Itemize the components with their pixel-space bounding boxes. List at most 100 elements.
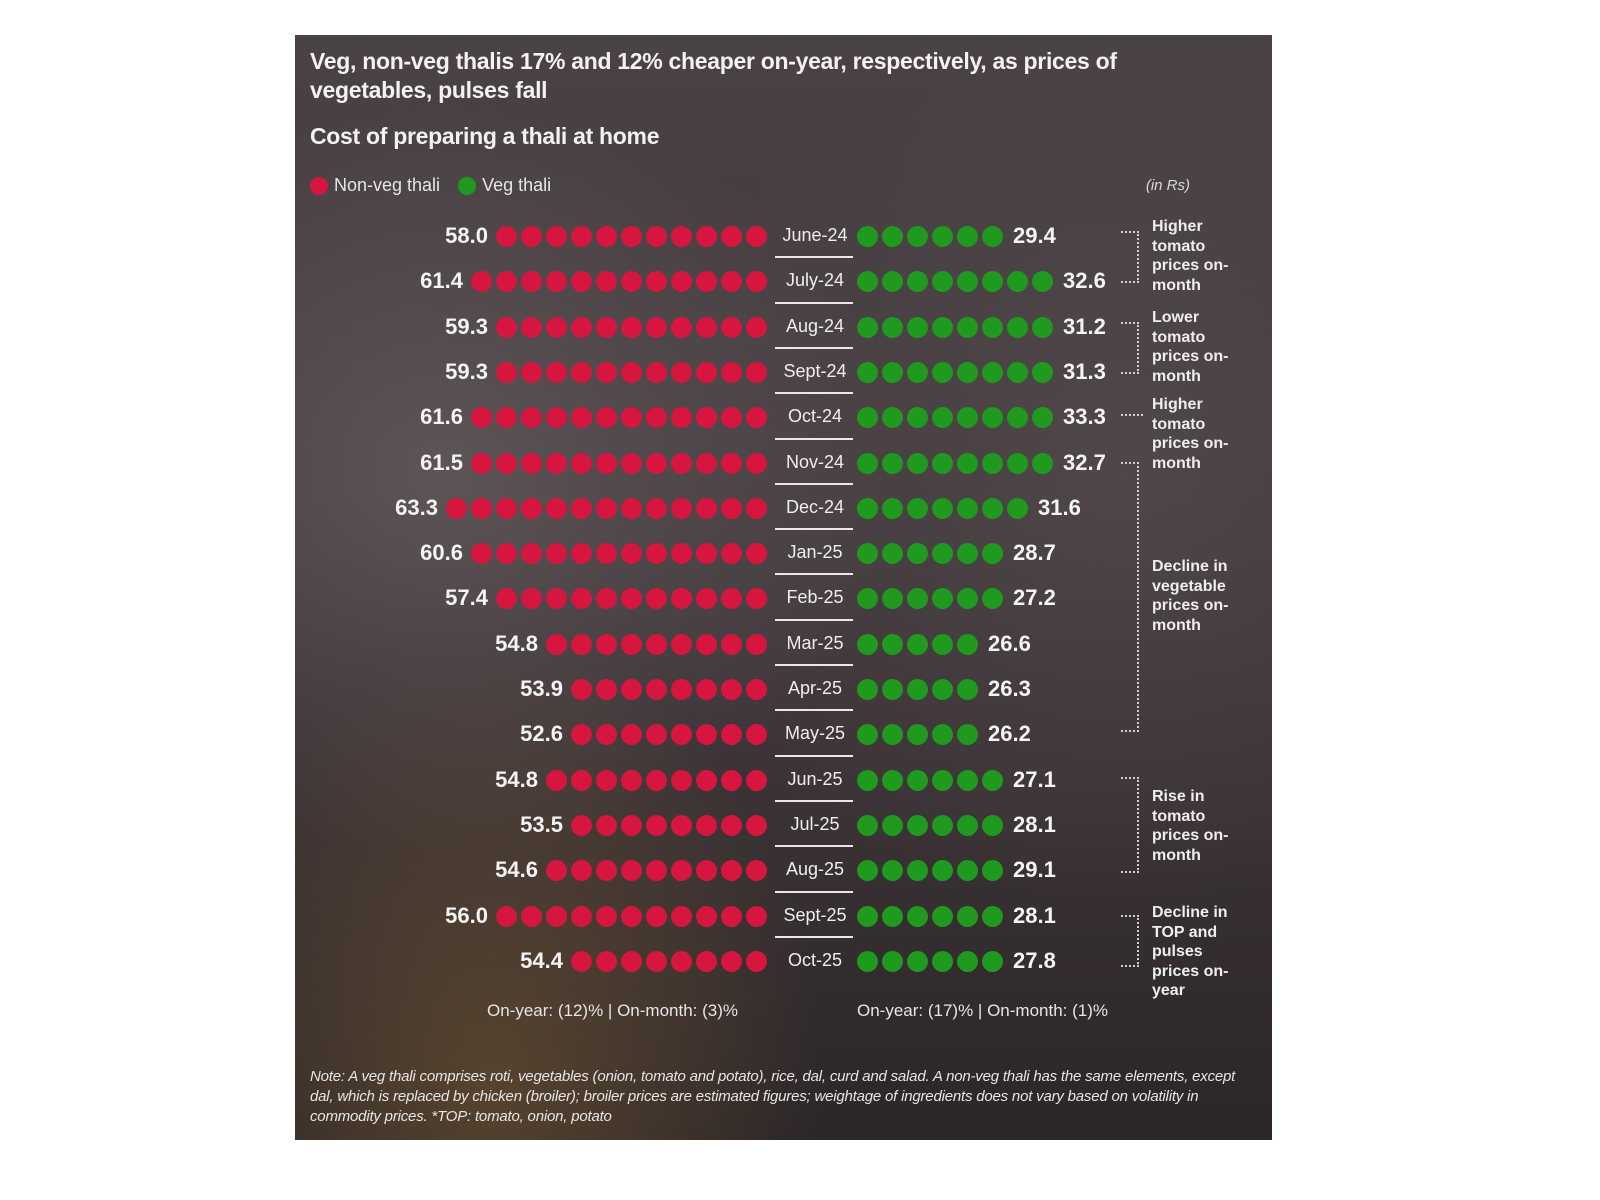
green-dot-icon [907,407,928,429]
red-dot-icon [671,860,692,882]
chart-panel: Veg, non-veg thalis 17% and 12% cheaper … [295,35,1272,1140]
month-label: July-24 [785,270,845,291]
red-dot-icon [671,724,692,746]
red-dot-icon [596,543,617,565]
nonveg-value: 59.3 [445,313,488,339]
red-dot-icon [571,633,592,655]
red-dot-icon [521,407,542,429]
veg-value: 28.1 [1013,902,1056,928]
red-dot-icon [646,316,667,338]
legend-label: Non-veg thali [334,175,441,195]
green-dot-icon [932,316,953,338]
red-dot-icon [746,361,767,383]
month-label: Sept-24 [783,360,847,381]
red-dot-icon [721,769,742,791]
red-dot-icon [646,588,667,610]
veg-value: 27.8 [1013,947,1056,973]
nonveg-value: 54.8 [495,766,538,792]
veg-value: 26.6 [988,630,1031,656]
veg-value: 32.6 [1063,268,1106,294]
red-dot-icon [621,814,642,836]
red-dot-icon [696,769,717,791]
green-dot-icon [982,497,1003,519]
nonveg-dots [546,860,767,882]
green-dot-icon [982,407,1003,429]
nonveg-dots [471,271,767,293]
red-dot-icon [746,407,767,429]
red-dot-icon [496,316,517,338]
red-dot-icon [696,407,717,429]
nonveg-dots [496,905,767,927]
red-dot-icon [571,769,592,791]
red-dot-icon [546,769,567,791]
nonveg-value: 61.5 [420,449,463,475]
red-dot-icon [496,226,517,247]
green-dot-icon [932,361,953,383]
green-dot-icon [932,814,953,836]
green-dot-icon [1007,497,1028,519]
green-dot-icon [982,543,1003,565]
red-dot-icon [696,271,717,293]
nonveg-value: 56.0 [445,902,488,928]
red-dot-icon [621,226,642,247]
nonveg-dots [471,407,767,429]
green-dot-icon [957,452,978,474]
nonveg-value: 59.3 [445,358,488,384]
red-dot-icon [546,271,567,293]
annotation-text: Rise in tomato prices on-month [1152,788,1229,864]
legend: Non-veg thali Veg thali [310,175,551,196]
nonveg-value: 52.6 [520,721,563,747]
green-dot-icon [907,769,928,791]
green-dot-icon [982,860,1003,882]
unit-label: (in Rs) [1145,177,1190,194]
green-dot-icon [1032,361,1053,383]
month-label: Oct-24 [787,406,843,427]
nonveg-value: 61.4 [420,268,463,294]
green-dot-icon [882,724,903,746]
red-dot-icon [621,588,642,610]
red-dot-icon [721,724,742,746]
green-dot-icon [857,226,878,247]
red-dot-icon [696,588,717,610]
red-dot-icon [721,860,742,882]
red-dot-icon [696,814,717,836]
red-dot-icon [596,905,617,927]
row-divider [775,935,853,938]
red-dot-icon [746,950,767,972]
red-dot-icon [596,226,617,247]
red-dot-icon [496,497,517,519]
red-dot-icon [571,814,592,836]
veg-dots [857,905,1003,927]
row-divider [775,573,853,576]
red-dot-icon [746,316,767,338]
green-dot-icon [882,452,903,474]
green-dot-icon [982,588,1003,610]
green-dot-icon [857,271,878,293]
month-label: Mar-25 [786,632,844,653]
veg-dots [857,633,978,655]
green-dot-icon [982,950,1003,972]
red-dot-icon [746,543,767,565]
veg-dots [857,271,1053,293]
green-dot-icon [882,407,903,429]
table-row: 54.8 Jun-25 27.1 [295,754,1272,801]
red-dot-icon [646,407,667,429]
red-dot-icon [596,769,617,791]
green-dot-icon [882,543,903,565]
nonveg-value: 58.0 [445,223,488,248]
green-dot-icon [957,497,978,519]
green-dot-icon [1032,407,1053,429]
green-dot-icon [882,316,903,338]
green-dot-icon [932,497,953,519]
annotation-text: Decline in vegetable prices on-month [1152,558,1229,634]
green-dot-icon [907,226,928,247]
green-dot-icon [857,724,878,746]
green-dot-icon [907,452,928,474]
green-dot-icon [907,543,928,565]
green-dot-icon [957,769,978,791]
veg-dots [857,316,1053,338]
red-dot-icon [521,316,542,338]
red-dot-icon [621,271,642,293]
veg-summary: On-year: (17)% | On-month: (1)% [857,1001,1108,1020]
nonveg-dots [571,814,767,836]
